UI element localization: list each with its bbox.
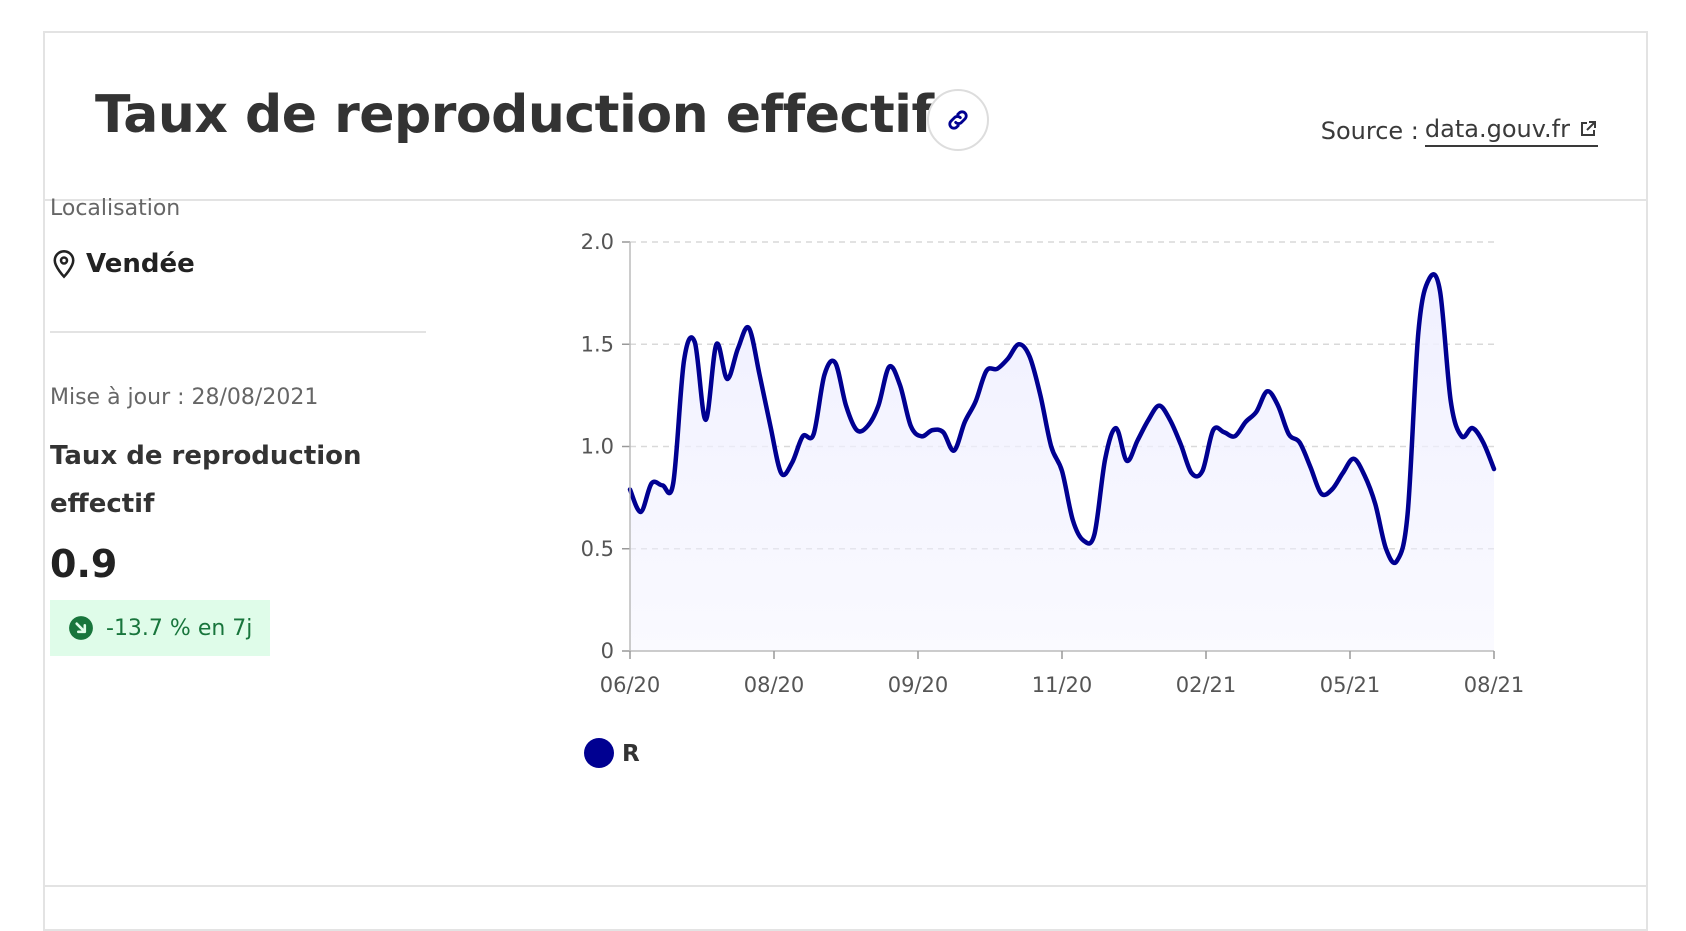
x-tick-label: 08/21 — [1464, 673, 1525, 697]
map-pin-icon — [53, 250, 75, 279]
card-divider — [45, 885, 1646, 887]
trend-text: -13.7 % en 7j — [106, 615, 253, 641]
x-tick-label: 09/20 — [888, 673, 949, 697]
legend-label-r: R — [622, 741, 640, 767]
series-area-r — [630, 274, 1494, 651]
axis-layer: 0 0.5 1.0 1.5 2.0 06/20 08/20 09/20 11/20 02/21 05… — [581, 230, 1525, 697]
area-layer — [627, 272, 1497, 651]
x-tick-label: 08/20 — [744, 673, 805, 697]
page-title: Taux de reproduction effectif — [95, 85, 934, 145]
copy-link-button[interactable] — [927, 89, 989, 151]
y-tick-label: 0 — [601, 639, 614, 663]
r-chart: 0 0.5 1.0 1.5 2.0 06/20 08/20 09/20 11/20 02/21 05… — [581, 230, 1525, 768]
series-line-r — [627, 272, 1497, 566]
info-panel: Localisation Vendée Mise à jour : 28/08/… — [50, 196, 426, 656]
source-link[interactable]: data.gouv.fr — [1424, 115, 1598, 147]
x-tick-label: 11/20 — [1032, 673, 1093, 697]
metric-title: Taux de reproduction effectif — [50, 441, 362, 519]
legend: R — [584, 738, 640, 768]
x-tick-label: 02/21 — [1176, 673, 1237, 697]
card-header: Taux de reproduction effectif Source : d… — [45, 33, 1646, 201]
source-info: Source : data.gouv.fr — [1321, 115, 1598, 147]
link-icon — [948, 110, 968, 130]
metric-value: 0.9 — [50, 542, 118, 586]
chart-area: 0 0.5 1.0 1.5 2.0 06/20 08/20 09/20 11/20 02/21 05… — [540, 220, 1620, 840]
x-tick-label: 05/21 — [1320, 673, 1381, 697]
location-name: Vendée — [86, 249, 195, 279]
source-prefix: Source : — [1320, 117, 1419, 145]
y-tick-label: 2.0 — [581, 230, 614, 254]
source-link-text: data.gouv.fr — [1424, 115, 1570, 143]
trend-badge: -13.7 % en 7j — [50, 600, 271, 656]
y-tick-label: 1.5 — [581, 332, 614, 356]
arrow-down-right-icon — [69, 616, 93, 640]
external-link-icon — [1581, 121, 1596, 136]
legend-marker-r — [584, 738, 614, 768]
x-tick-label: 06/20 — [600, 673, 661, 697]
location-label: Localisation — [50, 196, 181, 221]
update-date: Mise à jour : 28/08/2021 — [50, 385, 319, 410]
panel-divider — [50, 331, 426, 333]
y-tick-label: 1.0 — [581, 435, 614, 459]
location-value: Vendée — [50, 249, 426, 279]
y-tick-label: 0.5 — [581, 537, 614, 561]
